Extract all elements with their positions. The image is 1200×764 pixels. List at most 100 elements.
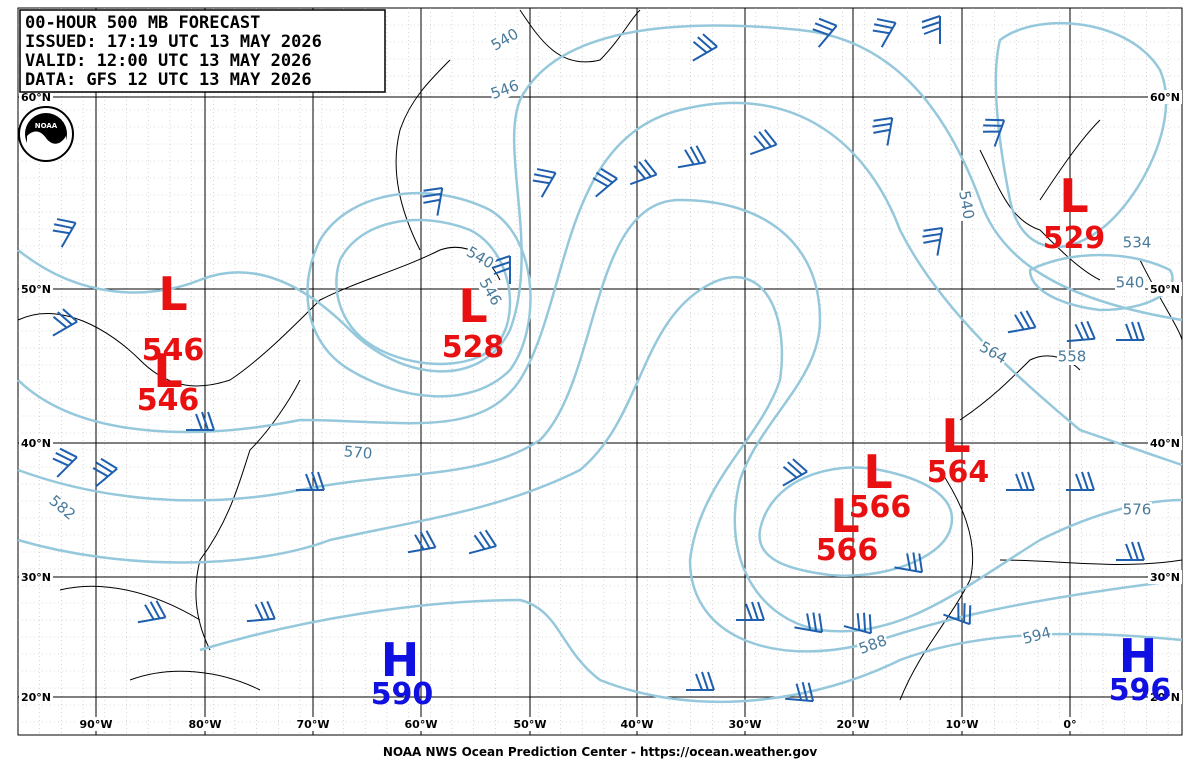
latitude-label: 50°N — [1150, 283, 1180, 296]
center-letter: L — [863, 445, 892, 499]
contour-label-bg — [856, 632, 890, 658]
tick-label-bg — [1148, 282, 1182, 296]
tick-label-bg — [19, 90, 53, 104]
map-frame — [17, 7, 1183, 736]
contour-label-bg — [45, 492, 79, 524]
latitude-label: 20°N — [1150, 691, 1180, 704]
tick-label-bg — [512, 717, 548, 731]
longitude-label: 20°W — [837, 718, 870, 731]
contour-label-bg — [463, 243, 497, 273]
tick-label-bg — [619, 717, 655, 731]
latitude-label: 60°N — [21, 91, 51, 104]
contour — [17, 276, 1183, 653]
longitude-label: 30°W — [729, 718, 762, 731]
contour — [335, 218, 512, 366]
latitude-label: 30°N — [1150, 571, 1180, 584]
center-letter: L — [1059, 169, 1088, 223]
contour-label: 570 — [343, 442, 373, 462]
longitude-label: 50°W — [514, 718, 547, 731]
contour-label-bg — [1020, 624, 1054, 648]
tick-label-bg — [19, 570, 53, 584]
tick-label-bg — [19, 690, 53, 704]
longitude-label: 90°W — [80, 718, 113, 731]
header-frame — [19, 9, 386, 93]
tick-label-bg — [727, 717, 763, 731]
latitude-label: 40°N — [21, 437, 51, 450]
contour — [17, 24, 1183, 373]
logo-text: NOAA — [35, 122, 58, 130]
latitude-label: 50°N — [21, 283, 51, 296]
contour-label: 534 — [1123, 234, 1152, 252]
latitude-label: 30°N — [21, 571, 51, 584]
contour-label-bg — [976, 338, 1010, 368]
height-contours — [17, 21, 1183, 704]
center-value: 564 — [927, 455, 990, 490]
header-box: 00-HOUR 500 MB FORECAST ISSUED: 17:19 UT… — [19, 9, 386, 93]
latitude-label: 20°N — [21, 691, 51, 704]
header-line: DATA: GFS 12 UTC 13 MAY 2026 — [25, 70, 312, 90]
contour-label: 540 — [1116, 274, 1145, 292]
tick-label-bg — [187, 717, 223, 731]
contour — [758, 466, 954, 577]
tick-label-bg — [19, 436, 53, 450]
header-line: 00-HOUR 500 MB FORECAST — [25, 13, 260, 33]
center-letter: L — [830, 489, 859, 543]
center-letter: L — [941, 409, 970, 463]
contour — [17, 198, 1183, 633]
tick-label-bg — [19, 282, 53, 296]
tick-label-bg — [78, 717, 114, 731]
center-value: 566 — [849, 490, 912, 525]
contour-label-bg — [1057, 349, 1087, 365]
contour-label-bg — [488, 25, 522, 55]
contour-label: 540 — [955, 189, 978, 220]
footer: NOAA NWS Ocean Prediction Center - https… — [383, 745, 817, 759]
header-line: VALID: 12:00 UTC 13 MAY 2026 — [25, 51, 312, 71]
contour — [306, 191, 532, 398]
latitude-label: 60°N — [1150, 91, 1180, 104]
contour-label-bg — [1122, 502, 1152, 518]
contour-label-bg — [955, 188, 977, 222]
center-value: 590 — [371, 677, 434, 712]
center-value: 528 — [442, 330, 505, 365]
center-letter: H — [381, 633, 420, 687]
latitude-label: 40°N — [1150, 437, 1180, 450]
contour — [17, 101, 1183, 467]
center-value: 529 — [1043, 221, 1106, 256]
contour — [994, 21, 1168, 248]
logo-wave — [27, 131, 66, 156]
tick-label-bg — [403, 717, 439, 731]
contour-label-bg — [342, 443, 374, 463]
longitude-label: 10°W — [946, 718, 979, 731]
center-value: 546 — [142, 333, 205, 368]
longitude-label: 70°W — [297, 718, 330, 731]
tick-label-bg — [1052, 717, 1088, 731]
contour-label-bg — [475, 275, 505, 309]
contour-label-bg — [488, 77, 522, 103]
tick-label-bg — [1148, 570, 1182, 584]
header-line: ISSUED: 17:19 UTC 13 MAY 2026 — [25, 32, 322, 52]
labels: 90°W 80°W 70°W 60°W 50°W 40°W 30°W 20°W 10°W 0° 60… — [19, 25, 1182, 731]
center-value: 596 — [1109, 673, 1172, 708]
center-value: 566 — [816, 533, 879, 568]
tick-label-bg — [835, 717, 871, 731]
longitude-label: 40°W — [621, 718, 654, 731]
contour-label: 576 — [1123, 501, 1152, 519]
tick-label-bg — [1148, 90, 1182, 104]
coastline — [17, 9, 1183, 701]
center-letter: L — [458, 279, 487, 333]
noaa-logo: NOAA — [18, 106, 74, 162]
center-letter: H — [1119, 629, 1158, 683]
tick-label-bg — [1148, 690, 1182, 704]
tick-label-bg — [1148, 436, 1182, 450]
longitude-label: 80°W — [189, 718, 222, 731]
contour-label: 558 — [1058, 348, 1087, 366]
center-value: 546 — [137, 383, 200, 418]
contour-label-bg — [1115, 275, 1145, 291]
tick-label-bg — [944, 717, 980, 731]
longitude-label: 0° — [1063, 718, 1076, 731]
contour-label-bg — [1122, 235, 1152, 251]
center-letter: L — [158, 267, 187, 321]
longitude-label: 60°W — [405, 718, 438, 731]
